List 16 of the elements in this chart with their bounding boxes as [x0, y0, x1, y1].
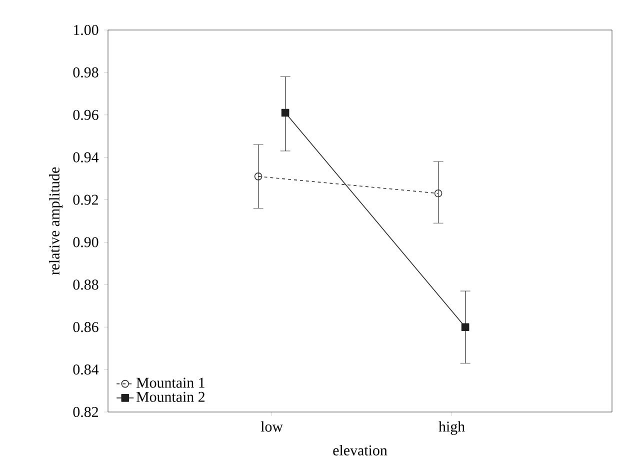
y-tick-label: 0.88 — [73, 280, 98, 290]
y-tick-label: 0.94 — [73, 152, 99, 162]
y-tick-label: 0.86 — [73, 322, 98, 332]
x-axis-title: elevation — [333, 444, 388, 456]
y-tick-label: 0.84 — [73, 364, 99, 375]
y-tick-label: 0.96 — [73, 110, 98, 120]
y-tick-label: 0.90 — [73, 237, 98, 248]
y-tick-label: 0.92 — [73, 194, 98, 205]
legend-label: Mountain 2 — [136, 392, 205, 402]
y-tick-label: 1.00 — [74, 24, 98, 36]
x-tick-label: low — [260, 421, 283, 432]
y-axis-title: relative amplitude — [48, 167, 63, 275]
y-tick-label: 0.98 — [73, 67, 98, 78]
legend-label: Mountain 1 — [136, 378, 204, 388]
x-tick-label: high — [438, 421, 465, 435]
y-tick-label: 0.82 — [73, 406, 98, 418]
